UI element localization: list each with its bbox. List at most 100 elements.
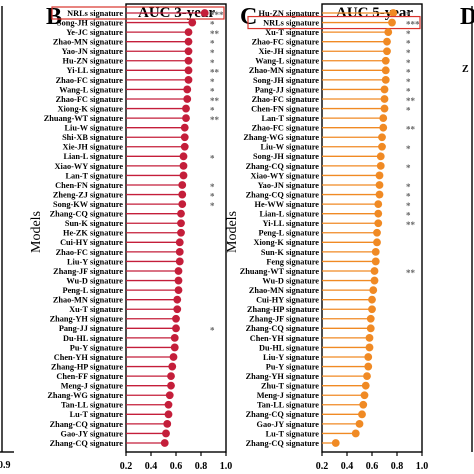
panel-c-significance-stars: * xyxy=(406,201,411,211)
panel-c-significance-stars: * xyxy=(406,58,411,68)
panel-b-significance-stars: * xyxy=(210,58,215,68)
panel-b-category-label: Du-HL signature xyxy=(63,334,123,343)
panel-b-point xyxy=(180,133,189,142)
panel-c-point xyxy=(361,381,370,390)
panel-c-significance-stars: * xyxy=(406,29,411,39)
panel-b-point xyxy=(182,114,190,123)
panel-c-category-label: Zhao-MN signature xyxy=(249,286,319,295)
panel-c-category-label: Zhu-T signature xyxy=(261,382,319,391)
panel-b-point xyxy=(170,343,179,352)
panel-c-significance-stars: * xyxy=(406,67,411,77)
panel-c-point xyxy=(378,133,386,142)
panel-b-category-label: Zhuang-WT signature xyxy=(44,114,124,123)
right-fragment-stub-label: Z xyxy=(462,64,469,75)
chart-panel-c: C AUC 5-year Models Hu-ZN signature *NRLs… xyxy=(225,3,429,472)
panel-c-category-label: Song-JH signature xyxy=(253,152,319,161)
panel-c-point xyxy=(365,333,374,342)
panel-c-point xyxy=(376,152,385,161)
panel-c-point xyxy=(370,276,379,285)
panel-b-y-axis-label: Models xyxy=(29,211,44,253)
panel-b-point xyxy=(162,429,170,438)
panel-b-point xyxy=(168,362,177,371)
panel-b-category-label: Zhang-CQ signature xyxy=(50,439,124,448)
panel-b-category-label: Pu-Y signature xyxy=(70,343,124,352)
panel-c-point xyxy=(366,324,375,333)
panel-c-category-label: Zhang-CQ signature xyxy=(246,190,320,199)
panel-b-point xyxy=(184,75,193,84)
panel-b-category-label: Chen-FN signature xyxy=(55,181,123,190)
panel-b-point xyxy=(182,104,190,113)
panel-c-significance-stars: ** xyxy=(406,96,416,106)
panel-b-category-label: Zhang-CQ signature xyxy=(50,210,124,219)
panel-b-significance-stars: ** xyxy=(210,96,220,106)
left-panel-fragment: 0.9 xyxy=(0,6,14,471)
panel-b-point xyxy=(179,171,188,180)
panel-c-point xyxy=(370,267,379,275)
panel-b-significance-stars: * xyxy=(210,325,215,335)
panel-b-point xyxy=(164,410,173,419)
panel-b-x-tick-label: 0.2 xyxy=(120,461,133,472)
panel-c-category-label: Wang-L signature xyxy=(255,57,319,66)
panel-c-category-label: Hu-ZN signature xyxy=(259,9,320,18)
panel-b-category-label: Sun-K signature xyxy=(65,219,123,228)
panel-c-point xyxy=(381,56,390,65)
panel-c-category-label: Lian-L signature xyxy=(259,210,319,219)
panel-c-highlight-box xyxy=(247,15,421,30)
panel-c-category-label: Song-JH signature xyxy=(253,76,319,85)
panel-b-category-label: Meng-J signature xyxy=(61,382,124,391)
panel-c-point xyxy=(359,400,368,409)
panel-b-point xyxy=(173,295,182,304)
panel-b-category-label: He-ZK signature xyxy=(63,229,123,238)
panel-b-x-ticks: 0.2 0.4 0.6 0.8 1.0 xyxy=(120,452,232,472)
panel-b-significance-stars: *** xyxy=(210,10,224,20)
panel-c-point xyxy=(360,391,369,400)
panel-b-point xyxy=(172,324,180,333)
panel-c-category-label: Liu-Y signature xyxy=(263,353,319,362)
panel-b-category-label: Zhao-MN signature xyxy=(53,38,123,47)
panel-c-point xyxy=(374,219,383,228)
panel-b-point xyxy=(179,161,188,170)
panel-b-category-label: Zhang-JF signature xyxy=(53,267,123,276)
panel-b-x-tick-label: 0.6 xyxy=(170,461,183,472)
panel-c-category-label: Wu-D signature xyxy=(262,276,319,285)
panel-b-point xyxy=(184,37,193,46)
panel-c-point xyxy=(389,9,398,17)
panel-c-point xyxy=(358,410,366,419)
panel-c-significance-stars: * xyxy=(406,39,411,49)
panel-b-significance-stars: * xyxy=(210,192,215,202)
panel-c-category-label: Zhang-YH signature xyxy=(246,372,320,381)
panel-c-category-label: Zhao-FC signature xyxy=(252,95,320,104)
panel-b-category-label: Xiong-K signature xyxy=(57,104,123,113)
panel-c-category-label: Pang-JJ signature xyxy=(255,85,319,94)
panel-c-category-label: Xu-T signature xyxy=(265,28,319,37)
panel-b-category-label: Xie-JH signature xyxy=(63,143,124,152)
panel-c-point xyxy=(375,190,384,199)
panel-c-significance-stars: ** xyxy=(406,125,416,135)
panel-b-significance-stars: * xyxy=(210,86,215,96)
panel-c-point xyxy=(374,209,383,218)
panel-b-point xyxy=(173,305,182,314)
panel-b-point xyxy=(183,85,192,94)
panel-b-point xyxy=(177,219,185,228)
panel-b-category-label: Song-KW signature xyxy=(53,200,123,209)
panel-b-point xyxy=(178,181,187,189)
panel-c-point xyxy=(375,171,384,180)
panel-c-significance-stars: * xyxy=(406,86,411,96)
panel-c-point xyxy=(380,95,389,103)
panel-c-category-label: Lu-T signature xyxy=(266,429,320,438)
panel-c-category-label: Xiao-WY signature xyxy=(251,171,320,180)
panel-c-category-label: Yao-JN signature xyxy=(258,181,320,190)
panel-c-point xyxy=(371,257,380,266)
panel-b-point xyxy=(174,286,183,295)
panel-c-marks: Hu-ZN signature *NRLs signature ***Xu-T si… xyxy=(240,9,421,448)
panel-c-point xyxy=(388,18,396,27)
panel-c-category-label: Chen-YH signature xyxy=(250,334,320,343)
panel-c-x-tick-label: 0.4 xyxy=(341,461,354,472)
panel-c-category-label: NRLs signature xyxy=(263,18,319,27)
panel-c-category-label: Xiong-K signature xyxy=(253,238,319,247)
panel-c-x-tick-label: 0.6 xyxy=(366,461,379,472)
panel-c-point xyxy=(363,372,371,381)
panel-c-category-label: Chen-FN signature xyxy=(251,104,319,113)
panel-c-significance-stars: ** xyxy=(406,220,416,230)
panel-c-x-tick-label: 1.0 xyxy=(416,461,429,472)
